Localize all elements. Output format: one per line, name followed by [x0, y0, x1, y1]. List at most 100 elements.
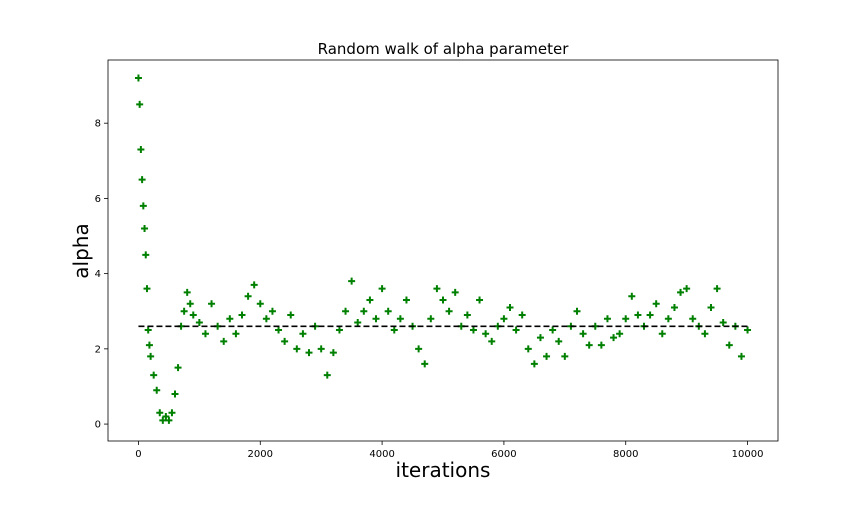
- y-tick-label: 4: [95, 269, 101, 280]
- point: [143, 285, 151, 293]
- point: [433, 285, 441, 293]
- point: [147, 352, 155, 360]
- point: [719, 319, 727, 327]
- point: [208, 300, 216, 308]
- chart-title: Random walk of alpha parameter: [318, 40, 570, 58]
- point: [585, 341, 593, 349]
- x-tick-label: 2000: [248, 449, 273, 460]
- point: [415, 345, 423, 353]
- point: [268, 307, 276, 315]
- point: [201, 330, 209, 338]
- point: [372, 315, 380, 323]
- point: [174, 364, 182, 372]
- point: [713, 285, 721, 293]
- point: [677, 288, 685, 296]
- point: [689, 315, 697, 323]
- point: [153, 386, 161, 394]
- point: [652, 300, 660, 308]
- point: [683, 285, 691, 293]
- point: [186, 300, 194, 308]
- point: [597, 341, 605, 349]
- point: [168, 409, 176, 417]
- x-tick-label: 4000: [369, 449, 394, 460]
- y-tick-label: 8: [95, 119, 101, 130]
- point: [262, 315, 270, 323]
- point: [555, 337, 563, 345]
- point: [518, 311, 526, 319]
- x-tick-label: 6000: [491, 449, 516, 460]
- point: [524, 345, 532, 353]
- point: [725, 341, 733, 349]
- point: [610, 334, 618, 342]
- point: [250, 281, 258, 289]
- point: [180, 307, 188, 315]
- point: [378, 285, 386, 293]
- point: [384, 307, 392, 315]
- point: [335, 326, 343, 334]
- point: [329, 349, 337, 357]
- point: [573, 307, 581, 315]
- point: [323, 371, 331, 379]
- point: [137, 146, 145, 154]
- point: [171, 390, 179, 398]
- point: [512, 326, 520, 334]
- x-axis-label: iterations: [396, 458, 491, 482]
- y-tick-label: 6: [95, 194, 101, 205]
- point: [500, 315, 508, 323]
- point: [561, 352, 569, 360]
- point: [549, 326, 557, 334]
- point: [469, 326, 477, 334]
- point: [287, 311, 295, 319]
- point: [293, 345, 301, 353]
- point: [451, 288, 459, 296]
- point: [707, 303, 715, 311]
- point: [144, 326, 152, 334]
- point: [281, 337, 289, 345]
- point: [488, 337, 496, 345]
- point: [299, 330, 307, 338]
- x-tick-label: 0: [135, 449, 141, 460]
- point: [445, 307, 453, 315]
- point: [139, 202, 147, 210]
- point: [342, 307, 350, 315]
- point: [145, 341, 153, 349]
- point: [421, 360, 429, 368]
- point: [348, 277, 356, 285]
- point: [664, 315, 672, 323]
- point: [136, 100, 144, 108]
- y-tick-label: 2: [95, 344, 101, 355]
- point: [402, 296, 410, 304]
- point: [354, 319, 362, 327]
- point: [256, 300, 264, 308]
- point: [238, 311, 246, 319]
- point: [658, 330, 666, 338]
- point: [427, 315, 435, 323]
- point: [670, 303, 678, 311]
- point: [305, 349, 313, 357]
- point: [150, 371, 158, 379]
- point: [737, 352, 745, 360]
- point: [622, 315, 630, 323]
- point: [195, 319, 203, 327]
- point: [165, 416, 173, 424]
- point: [189, 311, 197, 319]
- point: [476, 296, 484, 304]
- point: [232, 330, 240, 338]
- point: [463, 311, 471, 319]
- point: [628, 292, 636, 300]
- point: [634, 311, 642, 319]
- point: [275, 326, 283, 334]
- x-tick-label: 8000: [613, 449, 638, 460]
- plot-frame: [107, 59, 779, 442]
- point: [579, 330, 587, 338]
- point: [226, 315, 234, 323]
- point: [317, 345, 325, 353]
- point: [220, 337, 228, 345]
- point: [138, 176, 146, 184]
- point: [183, 288, 191, 296]
- point: [701, 330, 709, 338]
- point: [141, 224, 149, 232]
- plot-area: [134, 74, 752, 424]
